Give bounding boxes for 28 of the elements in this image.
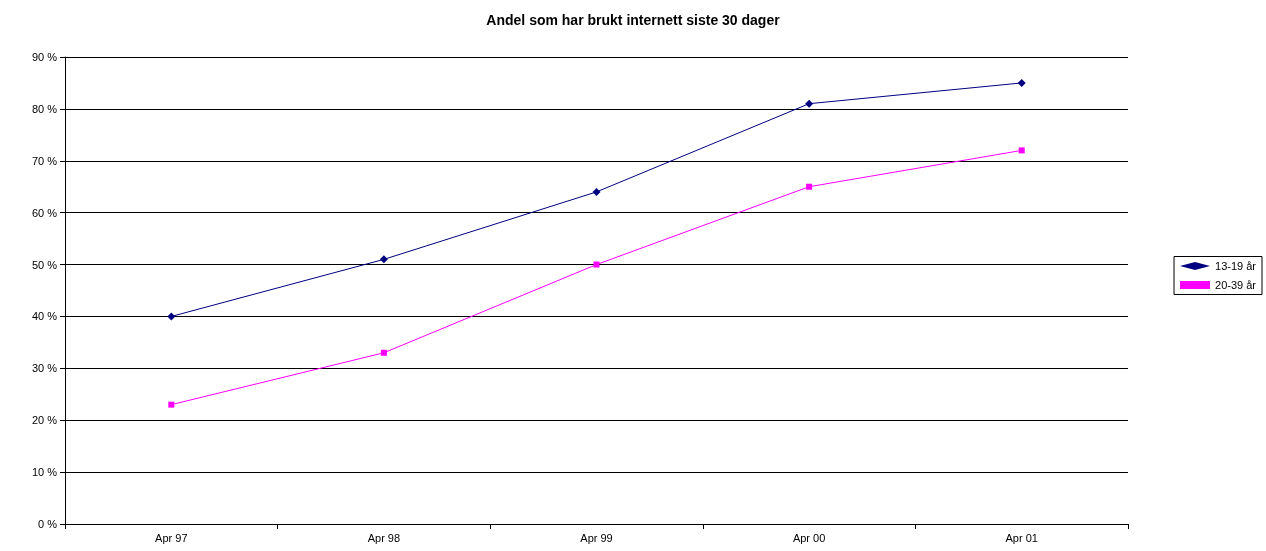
y-tick-label: 30 % (31, 362, 58, 375)
x-tick-label: Apr 00 (792, 531, 826, 544)
y-tick-label: 70 % (31, 154, 58, 167)
point (805, 99, 814, 108)
point (592, 187, 601, 196)
point (806, 183, 813, 190)
y-tick-label: 80 % (31, 102, 58, 115)
legend-label: 13-19 år (1215, 260, 1257, 272)
y-tick-label: 60 % (31, 206, 58, 219)
chart-title: Andel som har brukt internett siste 30 dager (486, 12, 781, 28)
point (168, 401, 175, 408)
x-tick-label: Apr 98 (367, 531, 401, 544)
point (593, 261, 600, 268)
point (380, 349, 387, 356)
y-tick-label: 10 % (31, 466, 58, 479)
y-tick-label: 0 % (38, 518, 58, 530)
point (379, 255, 388, 264)
y-tick-label: 90 % (31, 51, 58, 63)
y-tick-label: 50 % (31, 258, 58, 271)
legend-label: 20-39 år (1215, 279, 1257, 291)
point (1017, 78, 1026, 87)
x-tick-label: Apr 01 (1005, 531, 1038, 544)
point (167, 312, 176, 321)
y-tick-label: 40 % (31, 310, 58, 323)
x-tick-label: Apr 97 (155, 531, 188, 544)
point (1018, 147, 1025, 154)
x-tick-label: Apr 99 (580, 531, 613, 544)
y-tick-label: 20 % (31, 414, 58, 427)
